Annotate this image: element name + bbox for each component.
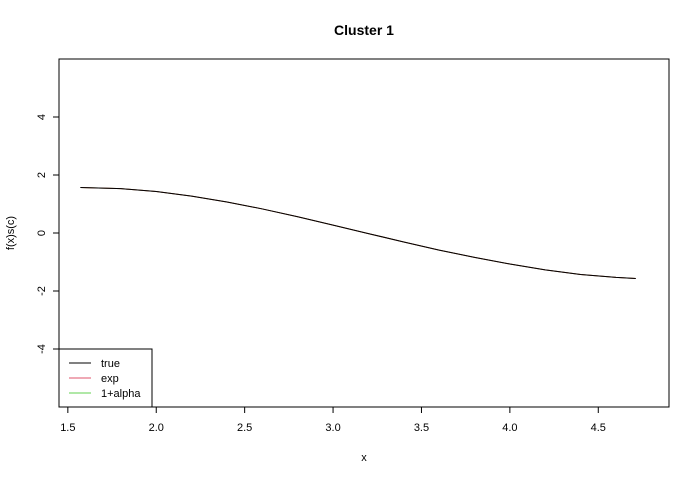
legend-label: 1+alpha — [101, 388, 141, 400]
series-lines — [80, 186, 636, 280]
x-tick-label: 2.0 — [149, 422, 164, 434]
series-line-true — [80, 186, 636, 280]
y-tick-label: -2 — [36, 286, 48, 296]
y-tick-label: 4 — [36, 114, 48, 120]
legend: true exp 1+alpha — [58, 348, 153, 408]
x-axis: 1.5 2.0 2.5 3.0 3.5 4.0 4.5 — [60, 406, 606, 434]
series-line-1-alpha — [80, 186, 636, 280]
legend-label: true — [101, 358, 120, 370]
x-tick-label: 4.5 — [591, 422, 606, 434]
y-axis: -4 -2 0 2 4 — [36, 114, 60, 354]
series-line-exp — [80, 186, 636, 280]
legend-label: exp — [101, 373, 119, 385]
y-tick-label: 0 — [36, 230, 48, 236]
y-tick-label: 2 — [36, 172, 48, 178]
x-axis-label: x — [361, 452, 367, 464]
x-tick-label: 4.0 — [502, 422, 517, 434]
y-axis-label: f(x)s(c) — [5, 216, 17, 250]
x-tick-label: 3.0 — [325, 422, 340, 434]
y-tick-label: -4 — [36, 344, 48, 354]
x-tick-label: 1.5 — [60, 422, 75, 434]
chart-title: Cluster 1 — [334, 22, 394, 38]
x-tick-label: 3.5 — [414, 422, 429, 434]
x-tick-label: 2.5 — [237, 422, 252, 434]
